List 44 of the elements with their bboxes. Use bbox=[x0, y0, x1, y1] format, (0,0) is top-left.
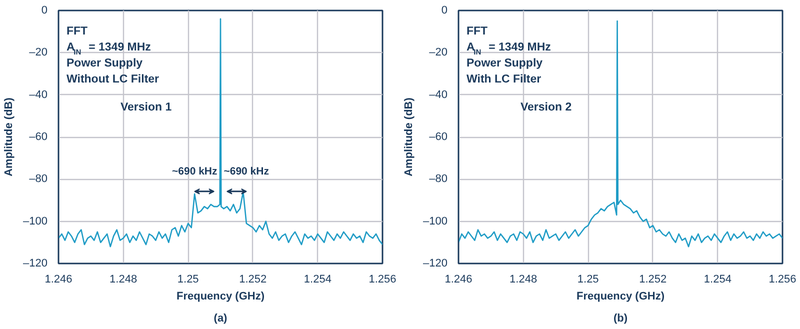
x-axis-title: Frequency (GHz) bbox=[176, 290, 265, 302]
annotation: Version 2 bbox=[520, 102, 572, 114]
x-tick-label: 1.256 bbox=[768, 274, 796, 286]
annotation: Without LC Filter bbox=[66, 74, 160, 86]
x-tick-label: 1.246 bbox=[444, 274, 472, 286]
annotation: With LC Filter bbox=[466, 74, 542, 86]
y-tick-label: –80 bbox=[429, 173, 448, 186]
x-tick-label: 1.246 bbox=[44, 274, 72, 286]
x-tick-label: 1.248 bbox=[510, 274, 538, 286]
annotation: FFT bbox=[466, 26, 488, 38]
y-tick-label: –20 bbox=[429, 46, 448, 59]
y-tick-label: –60 bbox=[429, 131, 448, 143]
annotation: Version 1 bbox=[120, 102, 172, 114]
text: (a) bbox=[214, 312, 228, 324]
annotation: Power Supply bbox=[466, 58, 544, 70]
annotation: ~690 kHz bbox=[172, 165, 218, 178]
y-tick-label: –100 bbox=[423, 215, 448, 228]
x-tick-label: 1.252 bbox=[639, 274, 667, 286]
x-tick-label: 1.254 bbox=[704, 274, 732, 286]
x-tick-label: 1.252 bbox=[239, 274, 267, 286]
x-axis-title: Frequency (GHz) bbox=[576, 290, 665, 302]
y-tick-label: –100 bbox=[23, 215, 48, 228]
y-tick-label: –80 bbox=[29, 173, 48, 186]
text: (b) bbox=[613, 312, 628, 324]
x-tick-label: 1.248 bbox=[110, 274, 138, 286]
annotation: ~690 kHz bbox=[224, 165, 269, 178]
x-tick-label: 1.25 bbox=[577, 274, 599, 286]
x-tick-label: 1.25 bbox=[177, 274, 199, 286]
y-axis-title: Amplitude (dB) bbox=[3, 97, 16, 176]
y-axis-title: Amplitude (dB) bbox=[403, 97, 416, 176]
annotation: FFT bbox=[66, 26, 88, 38]
y-tick-label: –120 bbox=[23, 258, 48, 270]
x-tick-label: 1.256 bbox=[368, 274, 396, 286]
line-series bbox=[458, 20, 782, 248]
x-tick-label: 1.254 bbox=[304, 274, 332, 286]
y-tick-label: 0 bbox=[441, 4, 448, 16]
y-tick-label: –40 bbox=[29, 88, 48, 101]
y-tick-label: –40 bbox=[429, 88, 448, 101]
y-tick-label: –20 bbox=[29, 46, 48, 59]
line-series bbox=[58, 18, 382, 248]
y-tick-label: –120 bbox=[423, 258, 448, 270]
y-tick-label: 0 bbox=[41, 4, 48, 16]
annotation: Power Supply bbox=[66, 58, 144, 70]
y-tick-label: –60 bbox=[29, 131, 48, 143]
